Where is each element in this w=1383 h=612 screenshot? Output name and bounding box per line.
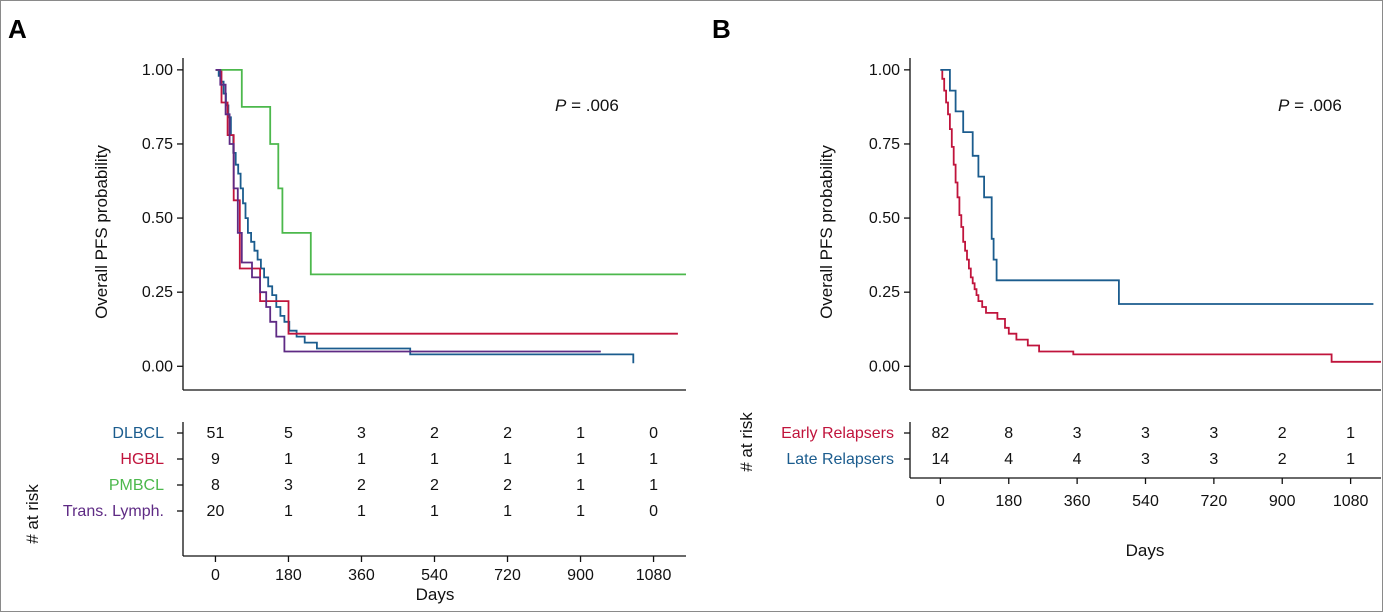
panel-b-risk-count: 14	[931, 451, 949, 468]
panel-a-p-text: = .006	[566, 96, 618, 115]
panel-a-xtick-label: 180	[275, 567, 302, 584]
panel-b-risk-count: 3	[1209, 425, 1218, 442]
panel-b-letter: B	[712, 14, 731, 44]
panel-b-risk-row-label: Late Relapsers	[786, 451, 894, 468]
panel-a-xtick-label: 900	[567, 567, 594, 584]
panel-b-ytick-label: 0.75	[869, 136, 900, 153]
panel-a-risk-count: 1	[357, 451, 366, 468]
panel-a-ytick-label: 1.00	[142, 62, 173, 79]
panel-b-risk-count: 3	[1141, 425, 1150, 442]
panel-a-risk-count: 1	[503, 451, 512, 468]
panel-b-xtick-label: 0	[936, 493, 945, 510]
panel-a-series-trans-lymph	[215, 69, 601, 353]
panel-a-risk-count: 3	[284, 477, 293, 494]
panel-b-xtick-label: 360	[1064, 493, 1091, 510]
panel-b-ytick-label: 1.00	[869, 62, 900, 79]
panel-a-risk-count: 1	[576, 503, 585, 520]
panel-b-ytick-label: 0.00	[869, 358, 900, 375]
panel-b-series-early-relapsers	[940, 69, 1381, 363]
panel-b-ytick-label: 0.25	[869, 284, 900, 301]
panel-a-risk-count: 2	[430, 477, 439, 494]
panel-a-risk-row-label: PMBCL	[109, 477, 164, 494]
panel-b-xtick-label: 540	[1132, 493, 1159, 510]
panel-a-risk-count: 1	[576, 477, 585, 494]
panel-b-series-late-relapsers	[940, 69, 1374, 305]
panel-a-risk-count: 0	[649, 503, 658, 520]
panel-b-xtick-label: 1080	[1333, 493, 1369, 510]
panel-a-risk-count: 2	[430, 425, 439, 442]
panel-b-risk-count: 3	[1209, 451, 1218, 468]
panel-b-p-text: = .006	[1289, 96, 1341, 115]
panel-a-risk-count: 5	[284, 425, 293, 442]
panel-b-risk-count: 1	[1346, 451, 1355, 468]
panel-a-risk-count: 2	[503, 477, 512, 494]
panel-b-ytick-label: 0.50	[869, 210, 900, 227]
panel-a-risk-count: 51	[207, 425, 225, 442]
panel-b-xtick-label: 720	[1201, 493, 1228, 510]
panel-b-risk-count: 82	[931, 425, 949, 442]
panel-b-risk-count: 2	[1278, 425, 1287, 442]
panel-a-chart: 0.00 0.25 0.50 0.75 1.00 DLBCL 51 5 3 2 2 1 0 HGBL 9 1 1…	[63, 58, 686, 584]
panel-a-risk-count: 8	[211, 477, 220, 494]
panel-b-ylabel: Overall PFS probability	[817, 145, 836, 319]
panel-a-xtick-label: 540	[421, 567, 448, 584]
panel-a-risk-title: # at risk	[23, 484, 42, 544]
panel-a-risk-count: 20	[207, 503, 225, 520]
panel-a-risk-row-label: DLBCL	[112, 425, 164, 442]
panel-b-risk-row-label: Early Relapsers	[781, 425, 894, 442]
panel-b-p-value: P = .006	[1278, 96, 1342, 115]
panel-a-risk-count: 1	[284, 503, 293, 520]
panel-b-chart: 0.00 0.25 0.50 0.75 1.00 Early Relapsers 82 8 3 3…	[781, 58, 1381, 510]
panel-a-series-hgbl	[215, 69, 678, 335]
panel-a-risk-row-label: HGBL	[120, 451, 164, 468]
panel-a-risk-row-label: Trans. Lymph.	[63, 503, 164, 520]
panel-a-xtick-label: 720	[494, 567, 521, 584]
panel-a-xtick-label: 0	[211, 567, 220, 584]
panel-a-xtick-label: 1080	[636, 567, 672, 584]
panel-a-risk-count: 3	[357, 425, 366, 442]
panel-a-risk-count: 9	[211, 451, 220, 468]
panel-a-xlabel: Days	[416, 585, 455, 604]
panel-b-risk-count: 3	[1073, 425, 1082, 442]
panel-a-risk-count: 1	[357, 503, 366, 520]
panel-a-ytick-label: 0.00	[142, 358, 173, 375]
panel-b-risk-title: # at risk	[737, 412, 756, 472]
panel-b-risk-count: 2	[1278, 451, 1287, 468]
panel-a-p-value: P = .006	[555, 96, 619, 115]
panel-b-risk-count: 8	[1004, 425, 1013, 442]
panel-a-risk-count: 2	[503, 425, 512, 442]
panel-b-xtick-label: 180	[995, 493, 1022, 510]
panel-a-xtick-label: 360	[348, 567, 375, 584]
panel-a-risk-count: 1	[503, 503, 512, 520]
panel-b-risk-count: 4	[1073, 451, 1082, 468]
panel-a-ytick-label: 0.75	[142, 136, 173, 153]
panel-a-risk-count: 1	[576, 451, 585, 468]
panel-a-ytick-label: 0.50	[142, 210, 173, 227]
panel-a-risk-count: 0	[649, 425, 658, 442]
panel-a-series-pmbcl	[215, 69, 686, 276]
panel-b-xlabel: Days	[1126, 541, 1165, 560]
panel-a-risk-count: 1	[649, 477, 658, 494]
panel-a-risk-count: 1	[576, 425, 585, 442]
panel-a-risk-count: 1	[430, 503, 439, 520]
panel-b-p-prefix: P	[1278, 96, 1290, 115]
panel-a-risk-count: 1	[430, 451, 439, 468]
panel-a-p-prefix: P	[555, 96, 567, 115]
panel-a-risk-count: 1	[649, 451, 658, 468]
panel-b-risk-count: 4	[1004, 451, 1013, 468]
panel-b-xtick-label: 900	[1269, 493, 1296, 510]
panel-a-ytick-label: 0.25	[142, 284, 173, 301]
panel-b-risk-count: 1	[1346, 425, 1355, 442]
panel-a-risk-count: 1	[284, 451, 293, 468]
panel-a-ylabel: Overall PFS probability	[92, 145, 111, 319]
panel-b-risk-count: 3	[1141, 451, 1150, 468]
panel-a-letter: A	[8, 14, 27, 44]
panel-a-risk-count: 2	[357, 477, 366, 494]
